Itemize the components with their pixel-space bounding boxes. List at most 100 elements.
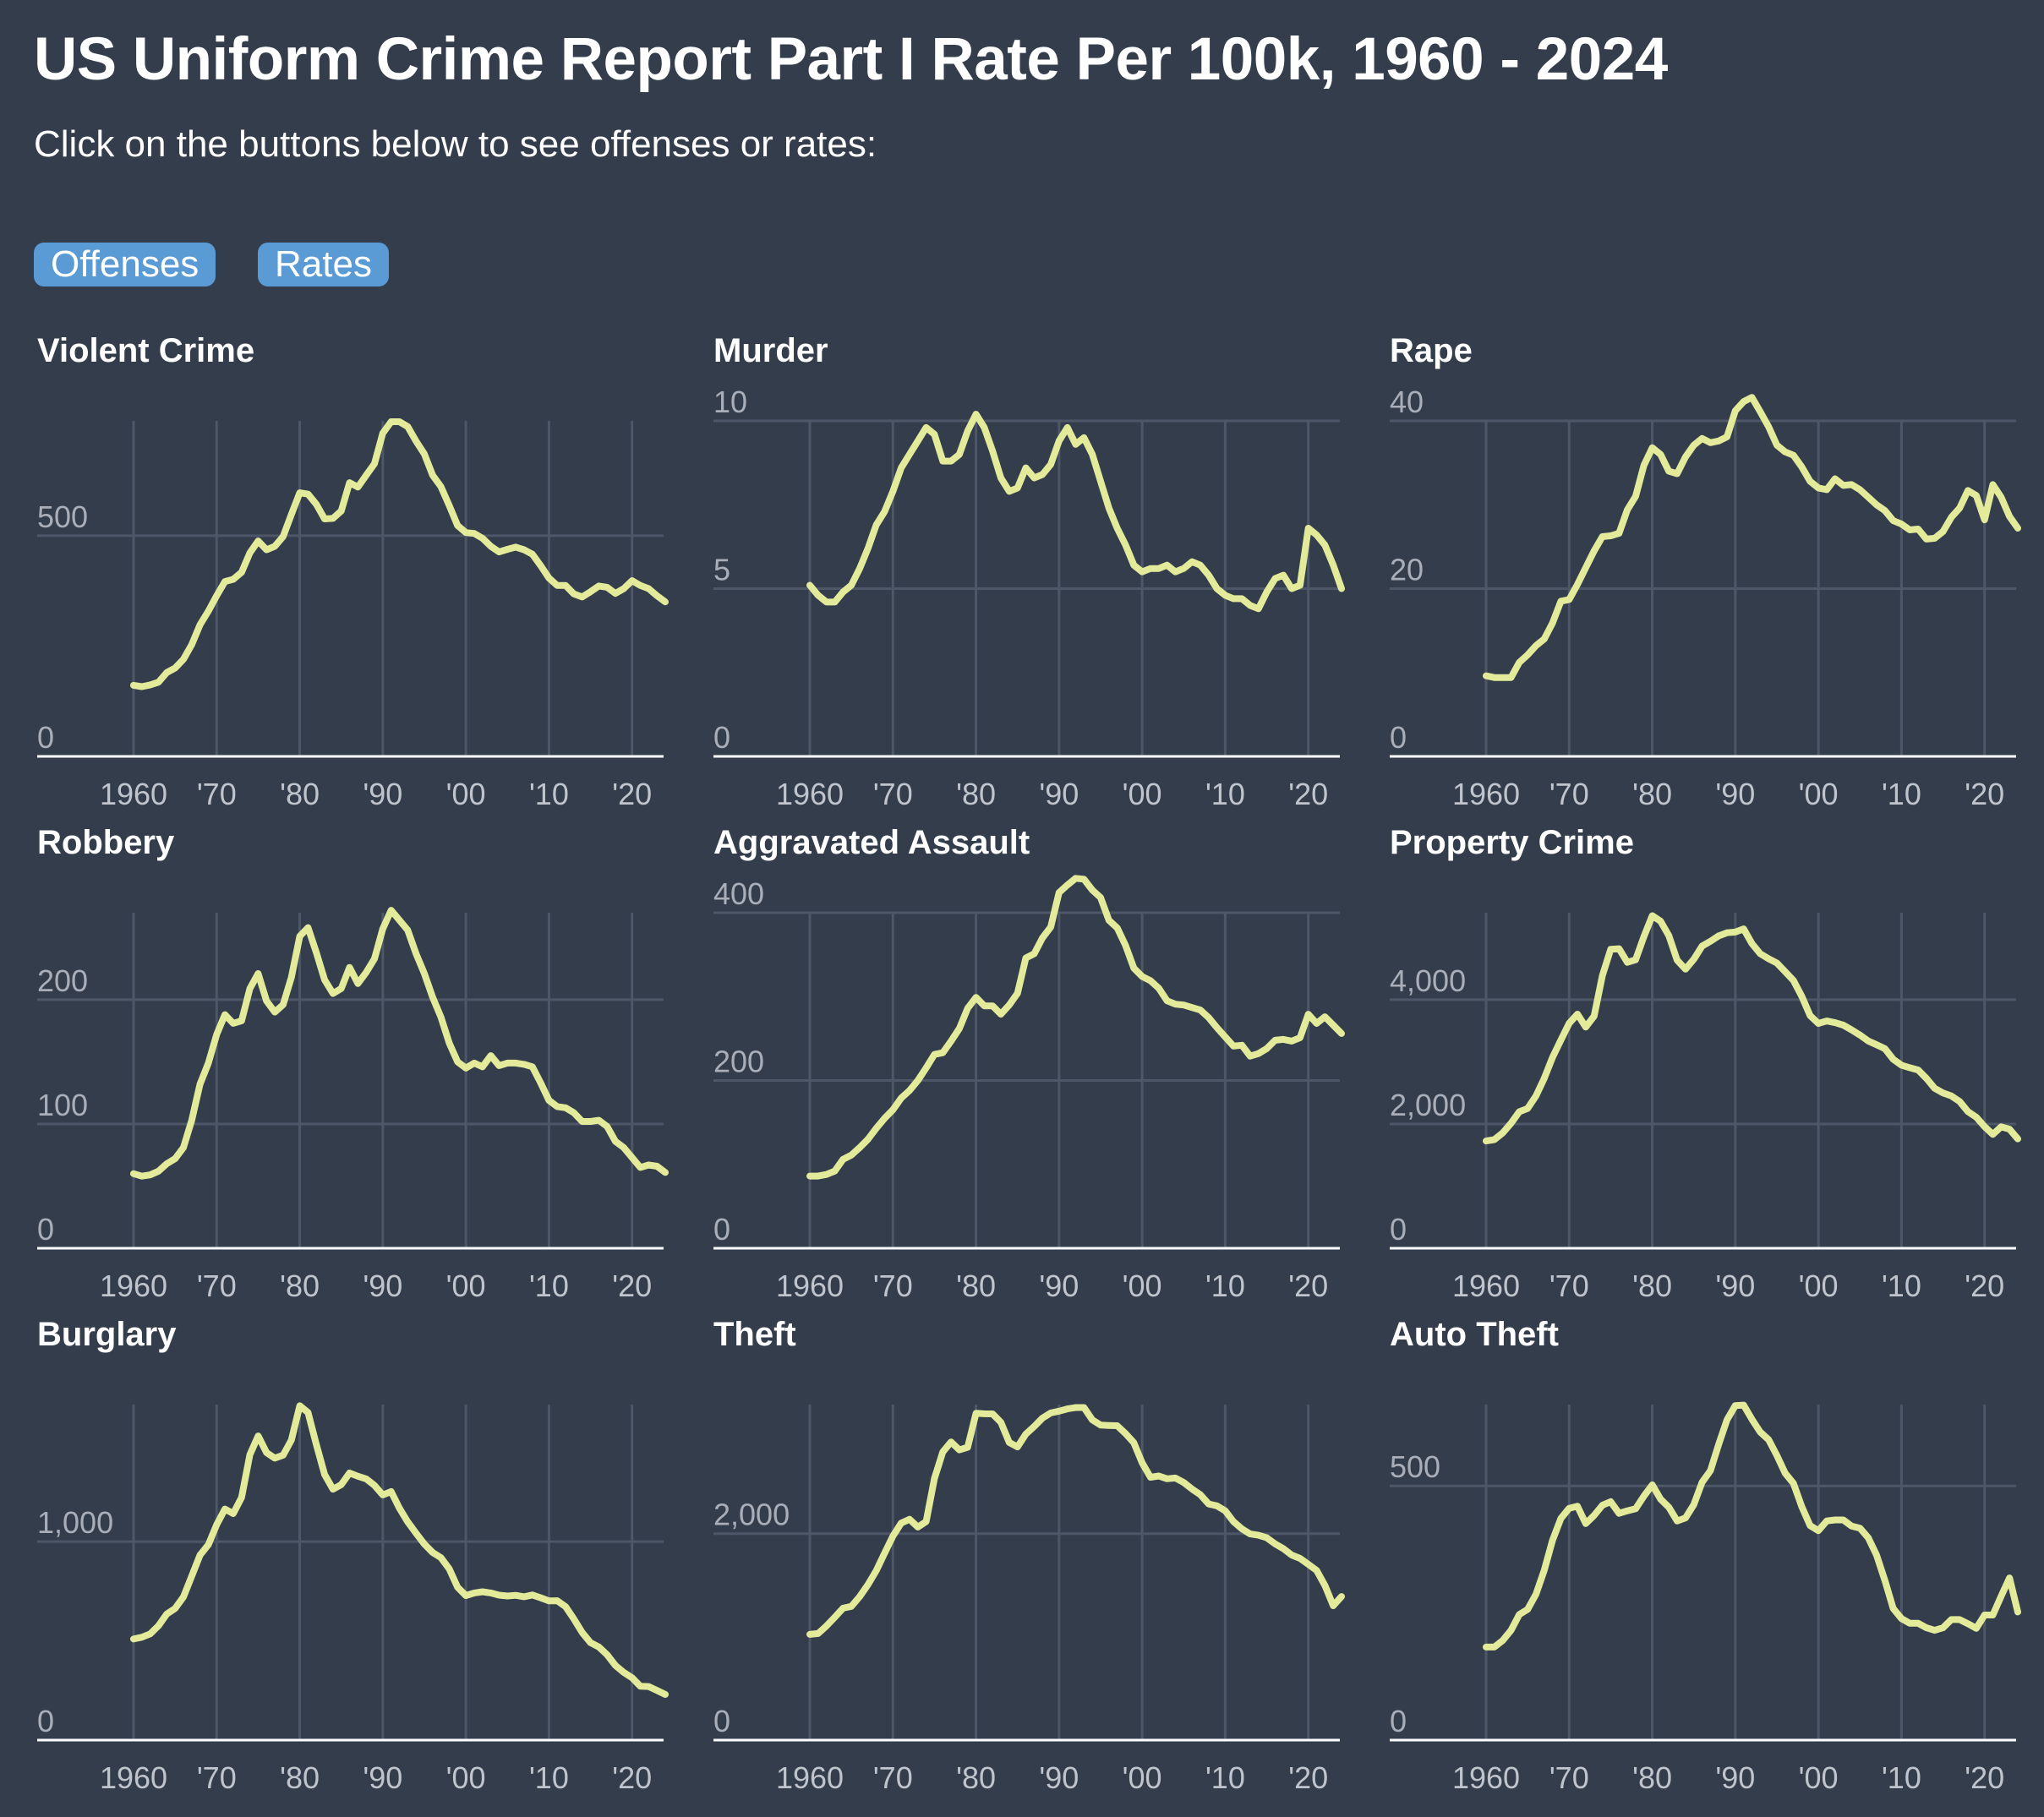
chart-title: Aggravated Assault [713,824,1030,861]
page-subtitle: Click on the buttons below to see offens… [34,123,877,165]
y-tick-label: 10 [713,385,747,419]
x-tick-label: '80 [280,1269,320,1303]
x-tick-label: '00 [1799,1269,1839,1303]
series-line [806,875,1345,1180]
chart-panel-robbery: Robbery 0 100 200 1960 '70 '80 '90 '00 '10 '20 [34,824,710,1306]
chart-panel-burglary: Burglary 0 1,000 1960 '70 '80 '90 '00 '10 '20 [34,1316,710,1798]
x-tick-label: '70 [873,1760,913,1795]
line-chart: 0 2,000 4,000 1960 '70 '80 '90 '00 '10 '20 [1390,912,2021,1303]
x-tick-label: '80 [956,777,996,811]
x-tick-label: 1960 [776,1760,844,1795]
x-tick-label: '70 [197,1760,237,1795]
chart-panel-rape: Rape 0 20 40 1960 '70 '80 '90 '00 '10 '20 [1386,332,2044,814]
line-chart: 0 500 1960 '70 '80 '90 '00 '10 '20 [1390,1401,2021,1795]
x-tick-label: '00 [446,1269,486,1303]
x-tick-label: '80 [956,1760,996,1795]
x-tick-label: '10 [1882,1269,1921,1303]
y-tick-label: 0 [37,720,54,755]
chart-title: Property Crime [1390,824,1634,861]
x-tick-label: '20 [612,777,652,811]
x-tick-label: '90 [1039,1269,1079,1303]
y-tick-label: 100 [37,1088,88,1122]
x-tick-label: '00 [1123,1760,1162,1795]
x-tick-label: '10 [1205,777,1245,811]
x-tick-label: '20 [1965,1269,2004,1303]
chart-title: Burglary [37,1316,177,1353]
x-tick-label: '90 [363,1760,402,1795]
x-tick-label: '90 [1715,777,1755,811]
x-tick-label: '00 [1123,1269,1162,1303]
y-tick-label: 0 [37,1212,54,1247]
x-tick-label: '00 [446,1760,486,1795]
series-line [1483,1401,2021,1651]
y-tick-label: 200 [713,1045,764,1079]
y-tick-label: 40 [1390,385,1424,419]
x-tick-label: 1960 [1452,1760,1520,1795]
x-tick-label: '70 [1549,1760,1589,1795]
x-tick-label: '00 [446,777,486,811]
y-tick-label: 0 [1390,1704,1407,1738]
chart-panel-murder: Murder 0 5 10 1960 '70 '80 '90 '00 '10 '20 [710,332,1386,814]
chart-panel-auto-theft: Auto Theft 0 500 1960 '70 '80 '90 '00 '10 '20 [1386,1316,2044,1798]
offenses-button[interactable]: Offenses [34,243,216,286]
series-line [1483,394,2021,681]
x-tick-label: 1960 [100,1760,167,1795]
x-tick-label: '20 [612,1760,652,1795]
x-tick-label: '90 [363,777,402,811]
x-tick-label: '00 [1799,1760,1839,1795]
rates-button[interactable]: Rates [258,243,389,286]
x-tick-label: '70 [1549,1269,1589,1303]
y-tick-label: 1,000 [37,1505,113,1540]
x-tick-label: '90 [1715,1269,1755,1303]
y-tick-label: 0 [1390,720,1407,755]
x-tick-label: '10 [529,1269,569,1303]
chart-title: Auto Theft [1390,1316,1559,1353]
y-tick-label: 0 [713,720,730,755]
x-tick-label: 1960 [100,1269,167,1303]
x-tick-label: '80 [1632,1760,1672,1795]
x-tick-label: '10 [529,777,569,811]
x-tick-label: '20 [612,1269,652,1303]
x-tick-label: '10 [1882,777,1921,811]
x-tick-label: 1960 [100,777,167,811]
x-tick-label: 1960 [1452,777,1520,811]
chart-title: Rape [1390,332,1473,369]
x-tick-label: '10 [1205,1269,1245,1303]
y-tick-label: 200 [37,963,88,998]
chart-title: Theft [713,1316,796,1353]
x-tick-label: '00 [1123,777,1162,811]
y-tick-label: 5 [713,553,730,587]
line-chart: 0 1,000 1960 '70 '80 '90 '00 '10 '20 [37,1402,669,1795]
x-tick-label: '00 [1799,777,1839,811]
x-tick-label: '20 [1288,1760,1328,1795]
line-chart: 0 5 10 1960 '70 '80 '90 '00 '10 '20 [713,385,1345,811]
y-tick-label: 0 [713,1212,730,1247]
line-chart: 0 20 40 1960 '70 '80 '90 '00 '10 '20 [1390,385,2021,811]
chart-panel-violent-crime: Violent Crime 0 500 1960 '70 '80 '90 '00 '10 '20 [34,332,710,814]
x-tick-label: '20 [1288,1269,1328,1303]
x-tick-label: '70 [873,1269,913,1303]
x-tick-label: '20 [1288,777,1328,811]
x-tick-label: '70 [873,777,913,811]
y-tick-label: 500 [37,499,88,534]
x-tick-label: '90 [363,1269,402,1303]
x-tick-label: '10 [529,1760,569,1795]
y-tick-label: 0 [37,1704,54,1738]
line-chart: 0 200 400 1960 '70 '80 '90 '00 '10 '20 [713,875,1345,1303]
y-tick-label: 400 [713,876,764,911]
chart-panel-aggravated-assault: Aggravated Assault 0 200 400 1960 '70 '80 '90 '0… [710,824,1386,1306]
x-tick-label: '10 [1882,1760,1921,1795]
x-tick-label: '90 [1039,777,1079,811]
y-tick-label: 20 [1390,553,1424,587]
y-tick-label: 2,000 [1390,1088,1466,1122]
x-tick-label: '70 [197,1269,237,1303]
x-tick-label: '70 [1549,777,1589,811]
chart-title: Violent Crime [37,332,255,369]
series-line [806,411,1345,613]
x-tick-label: '80 [280,1760,320,1795]
x-tick-label: '80 [1632,1269,1672,1303]
y-tick-label: 4,000 [1390,963,1466,998]
page-title: US Uniform Crime Report Part I Rate Per … [34,26,1668,93]
x-tick-label: 1960 [1452,1269,1520,1303]
x-tick-label: 1960 [776,777,844,811]
